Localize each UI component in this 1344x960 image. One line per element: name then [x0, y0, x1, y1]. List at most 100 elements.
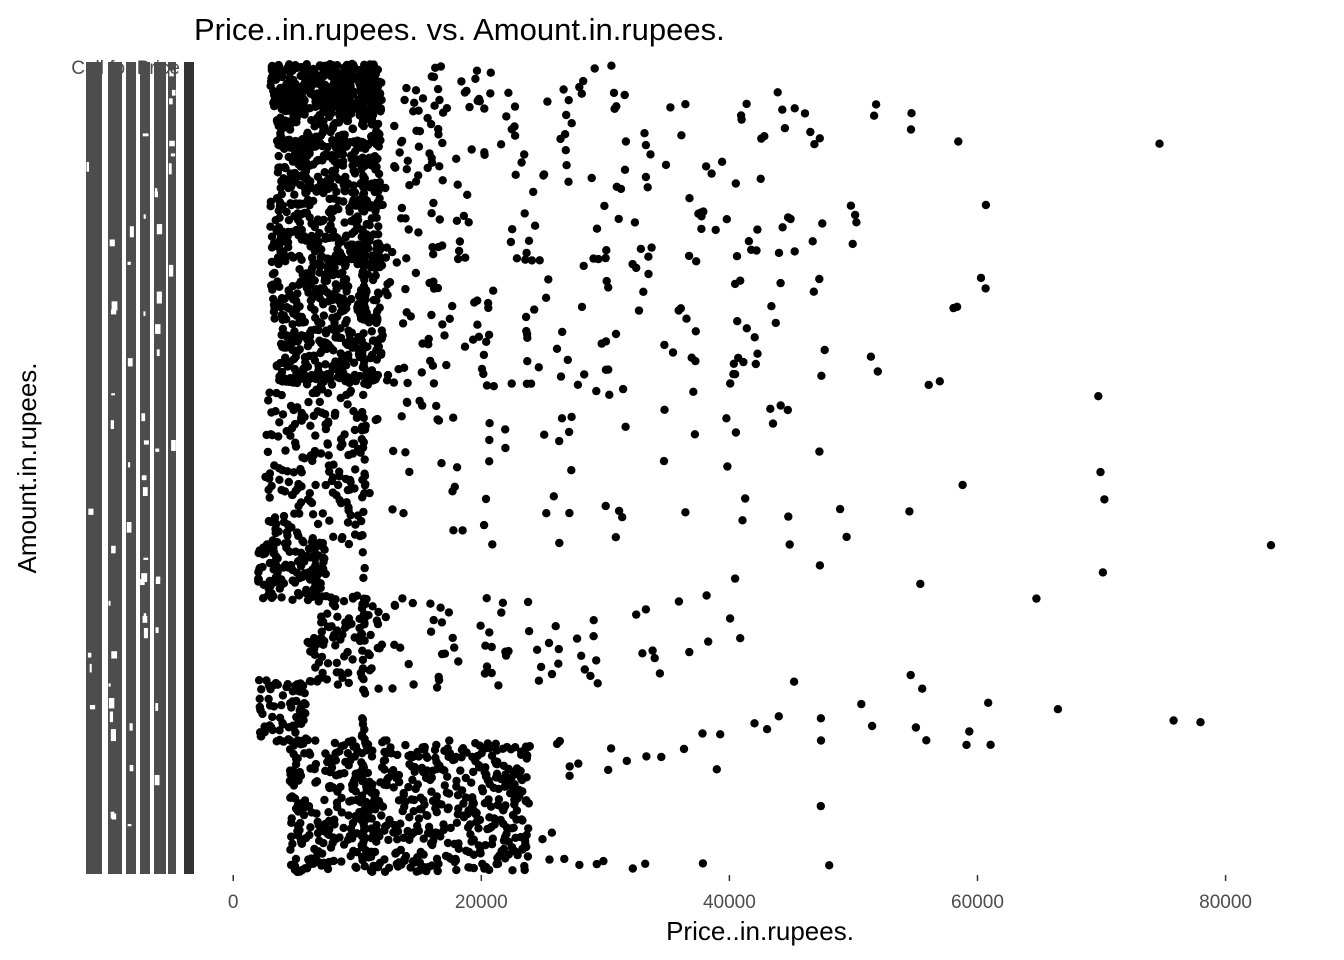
data-point	[291, 760, 301, 769]
data-point	[414, 171, 423, 180]
data-point	[306, 823, 315, 832]
data-point	[736, 634, 745, 643]
data-point	[344, 668, 353, 677]
data-point	[325, 233, 334, 243]
data-point	[433, 84, 443, 94]
y-label-gap	[154, 188, 158, 193]
data-point	[325, 467, 334, 476]
data-point	[384, 773, 393, 783]
y-label-gap	[111, 301, 118, 311]
data-point	[434, 242, 443, 252]
data-point	[328, 304, 337, 314]
data-point	[481, 641, 490, 650]
y-label-gap	[110, 811, 115, 819]
data-point	[426, 775, 435, 785]
y-label-gap	[89, 663, 92, 673]
data-point	[644, 269, 653, 279]
data-point	[318, 141, 327, 150]
data-point	[320, 636, 329, 646]
y-label-gap	[110, 309, 117, 315]
data-point	[484, 303, 493, 313]
data-point	[483, 824, 492, 834]
data-point	[369, 180, 379, 189]
y-label-gap	[89, 704, 96, 710]
data-point	[287, 153, 296, 163]
data-point	[311, 663, 320, 672]
data-point	[501, 778, 510, 788]
data-point	[413, 780, 422, 789]
data-point	[1053, 705, 1063, 714]
data-point	[423, 753, 432, 762]
data-point	[690, 430, 700, 439]
data-point	[499, 844, 509, 854]
data-point	[403, 378, 412, 388]
data-point	[359, 843, 368, 852]
data-point	[318, 252, 327, 262]
data-point	[359, 826, 369, 835]
data-point	[399, 790, 408, 800]
data-point	[403, 156, 412, 165]
data-point	[445, 314, 454, 323]
data-point	[315, 397, 324, 407]
data-point	[495, 851, 504, 860]
data-point	[918, 684, 927, 693]
data-point	[742, 324, 751, 333]
data-point	[369, 251, 378, 260]
data-point	[350, 227, 359, 236]
y-label-overlap	[140, 62, 150, 874]
data-point	[659, 456, 669, 466]
x-axis-title: Price..in.rupees.	[666, 916, 854, 946]
data-point	[358, 773, 367, 782]
data-point	[907, 109, 916, 118]
y-label-gap	[143, 613, 147, 621]
y-label-gap	[127, 358, 133, 367]
data-point	[274, 432, 283, 441]
y-tick-band	[184, 62, 194, 874]
data-point	[620, 165, 630, 174]
data-point	[283, 135, 292, 145]
data-point	[351, 343, 360, 352]
data-point	[289, 749, 298, 759]
data-point	[744, 237, 754, 246]
data-point	[367, 814, 376, 823]
data-point	[554, 644, 563, 654]
y-label-gap	[155, 627, 159, 634]
data-point	[432, 683, 442, 692]
data-point	[359, 314, 368, 323]
data-point	[508, 225, 517, 234]
data-point	[346, 477, 355, 487]
data-point	[375, 644, 384, 653]
data-point	[783, 405, 792, 415]
data-point	[450, 482, 459, 491]
y-label-gap	[110, 420, 114, 430]
data-point	[359, 390, 368, 400]
data-point	[468, 796, 477, 806]
data-point	[384, 835, 393, 845]
data-point	[716, 730, 725, 739]
data-point	[299, 716, 308, 725]
data-point	[334, 109, 344, 118]
data-point	[465, 102, 474, 112]
data-point	[543, 97, 552, 106]
data-point	[312, 156, 322, 166]
data-point	[338, 439, 347, 449]
data-point	[309, 196, 318, 206]
data-point	[614, 506, 624, 516]
y-label-gap	[171, 89, 176, 96]
data-point	[547, 669, 557, 679]
data-point	[357, 225, 367, 235]
data-point	[359, 197, 369, 206]
data-point	[424, 822, 434, 832]
data-point	[1096, 467, 1105, 477]
data-point	[429, 284, 439, 293]
data-point	[374, 222, 383, 231]
data-point	[520, 865, 529, 875]
y-label-gap	[87, 652, 92, 658]
data-point	[300, 699, 309, 708]
data-point	[507, 824, 517, 833]
data-point	[389, 446, 398, 456]
data-point	[339, 840, 349, 849]
y-label-gap	[155, 703, 159, 711]
data-point	[741, 494, 750, 503]
data-point	[300, 353, 310, 362]
